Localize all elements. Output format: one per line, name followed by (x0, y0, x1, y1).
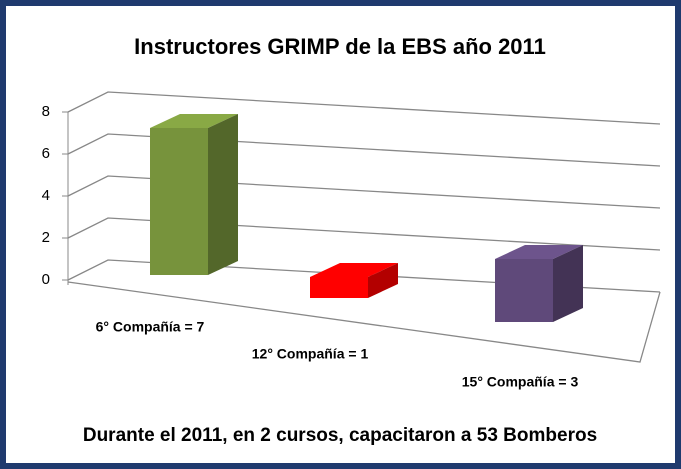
bar-side (208, 114, 238, 275)
bar (310, 277, 368, 298)
floor-edge (67, 281, 661, 363)
y-tick-label: 0 (42, 271, 50, 288)
bar-side (553, 245, 583, 322)
x-tick-label: 12° Compañía = 1 (252, 346, 369, 362)
bar (495, 259, 553, 322)
x-tick-label: 15° Compañía = 3 (462, 374, 579, 390)
bar (150, 128, 208, 275)
bar-side (368, 263, 398, 298)
bar-top (310, 263, 398, 277)
y-tick-label: 2 (42, 229, 50, 246)
footer: Durante el 2011, en 2 cursos, capacitaro… (83, 425, 597, 446)
y-tick-label: 4 (42, 187, 50, 204)
grid-line (67, 133, 661, 167)
grid-line (67, 175, 661, 209)
bar-top (495, 245, 583, 259)
bar-top (150, 114, 238, 128)
grid-line (67, 217, 661, 251)
x-tick-label: 6° Compañía = 7 (96, 319, 205, 335)
grid-line (67, 91, 661, 125)
grid-line (67, 259, 661, 293)
y-tick-label: 6 (42, 145, 50, 162)
y-tick-label: 8 (42, 103, 50, 120)
chart-title: Instructores GRIMP de la EBS año 2011 (134, 34, 546, 59)
